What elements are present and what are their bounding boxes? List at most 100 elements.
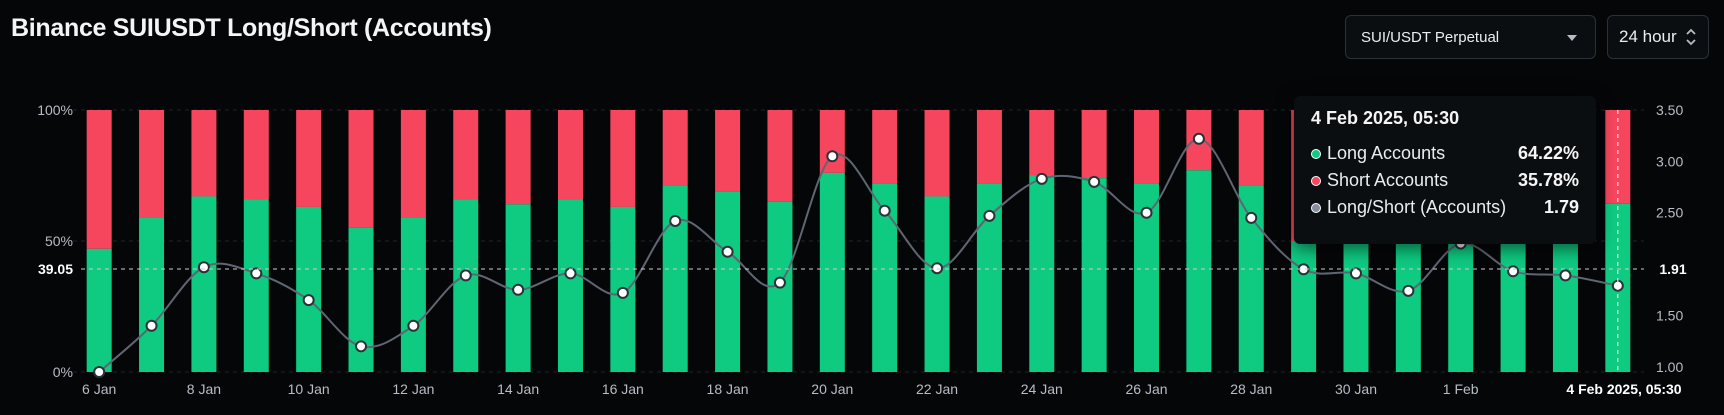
short-bar — [819, 110, 845, 173]
y-right-tick-label: 1.00 — [1656, 359, 1683, 375]
tooltip-label: Short Accounts — [1327, 170, 1449, 190]
long-legend-dot — [1311, 148, 1321, 159]
long-bar — [1448, 227, 1474, 372]
x-tick-label: 20 Jan — [811, 381, 853, 397]
short-bar — [453, 110, 479, 200]
ratio-point — [616, 286, 629, 299]
period-select-value: 24 hour — [1619, 27, 1677, 46]
ratio-point — [250, 267, 263, 280]
crosshair-x-box — [1550, 378, 1690, 400]
long-bar — [453, 199, 479, 372]
long-bar — [139, 217, 165, 372]
short-bar — [557, 110, 583, 200]
long-bar — [1395, 241, 1421, 372]
ratio-point — [407, 319, 420, 332]
ratio-point — [773, 276, 786, 289]
y-left-tick-label: 100% — [37, 102, 73, 118]
x-tick-label: 28 Jan — [1230, 381, 1272, 397]
x-tick-label: 10 Jan — [288, 381, 330, 397]
tooltip-label: Long Accounts — [1327, 143, 1446, 163]
long-bar — [1500, 243, 1526, 372]
ratio-legend-dot — [1311, 202, 1321, 213]
crosshair-right-box — [1648, 258, 1700, 280]
short-bar — [662, 110, 688, 186]
ratio-point — [1402, 284, 1415, 297]
short-bar — [1081, 110, 1107, 179]
ratio-point — [721, 245, 734, 258]
short-bar — [1605, 110, 1631, 204]
x-tick-label: 26 Jan — [1125, 381, 1167, 397]
long-bar — [715, 191, 741, 372]
short-bar — [976, 110, 1002, 184]
long-bar — [243, 199, 269, 372]
ratio-point — [1192, 132, 1205, 145]
short-bar — [348, 110, 374, 228]
long-bar — [86, 248, 112, 372]
short-bar — [191, 110, 217, 197]
long-bar — [1081, 178, 1107, 372]
ratio-point — [1559, 269, 1572, 282]
tooltip-value: 64.22% — [1517, 143, 1579, 163]
short-bar — [139, 110, 165, 218]
short-bar — [924, 110, 950, 197]
long-bar — [296, 206, 322, 372]
x-tick-label: 16 Jan — [602, 381, 644, 397]
short-bar — [1029, 110, 1055, 176]
ratio-point — [355, 340, 368, 353]
tooltip-row-short: Short Accounts 35.78% — [1311, 167, 1579, 194]
short-bar — [296, 110, 322, 207]
y-right-tick-label: 3.00 — [1656, 153, 1683, 169]
ratio-point — [512, 283, 525, 296]
long-bar — [1552, 243, 1578, 372]
short-bar — [610, 110, 636, 207]
ratio-point — [1507, 265, 1520, 278]
ratio-point — [93, 366, 106, 378]
short-bar — [86, 110, 112, 249]
ratio-point — [1035, 172, 1048, 185]
ratio-point — [931, 262, 944, 275]
long-bar — [400, 217, 426, 372]
x-tick-label: 18 Jan — [707, 381, 749, 397]
period-select[interactable]: 24 hour — [1607, 15, 1709, 59]
short-bar — [1238, 110, 1264, 186]
y-left-tick-label: 50% — [45, 233, 73, 249]
tooltip-value: 1.79 — [1543, 197, 1579, 217]
ratio-point — [197, 261, 210, 274]
tooltip-label: Long/Short (Accounts) — [1327, 197, 1507, 217]
x-tick-label: 24 Jan — [1021, 381, 1063, 397]
x-tick-label: 12 Jan — [392, 381, 434, 397]
ratio-point — [145, 319, 158, 332]
y-right-tick-label: 3.50 — [1656, 102, 1683, 118]
x-tick-label: 1 Feb — [1443, 381, 1479, 397]
x-tick-label: 22 Jan — [916, 381, 958, 397]
x-tick-label: 14 Jan — [497, 381, 539, 397]
long-bar — [1029, 175, 1055, 372]
long-bar — [924, 196, 950, 372]
crosshair-left-box — [28, 258, 77, 280]
y-left-tick-label: 0% — [53, 364, 73, 380]
short-bar — [1134, 110, 1160, 184]
long-bar — [1291, 241, 1317, 372]
y-right-tick-label: 1.50 — [1656, 307, 1683, 323]
ratio-point — [1140, 206, 1153, 219]
ratio-point — [459, 269, 472, 282]
ratio-point — [983, 209, 996, 222]
chart-title: Binance SUIUSDT Long/Short (Accounts) — [11, 14, 492, 42]
pair-select[interactable]: SUI/USDT Perpetual — [1345, 15, 1596, 59]
x-tick-label: 8 Jan — [187, 381, 221, 397]
crosshair-x-label: 4 Feb 2025, 05:30 — [1566, 381, 1681, 397]
tooltip-value: 35.78% — [1517, 170, 1579, 190]
ratio-point — [826, 150, 839, 163]
short-bar — [400, 110, 426, 218]
ratio-point — [1349, 267, 1362, 280]
chart-tooltip: 4 Feb 2025, 05:30 Long Accounts 64.22% S… — [1294, 96, 1596, 244]
y-right-tick-label: 2.50 — [1656, 205, 1683, 221]
long-bar — [1343, 243, 1369, 372]
short-bar — [715, 110, 741, 192]
long-bar — [662, 185, 688, 372]
long-bar — [1186, 170, 1212, 372]
short-bar — [767, 110, 793, 202]
chevron-down-icon — [1567, 35, 1577, 41]
pair-select-value: SUI/USDT Perpetual — [1361, 28, 1500, 46]
short-bar — [872, 110, 898, 184]
